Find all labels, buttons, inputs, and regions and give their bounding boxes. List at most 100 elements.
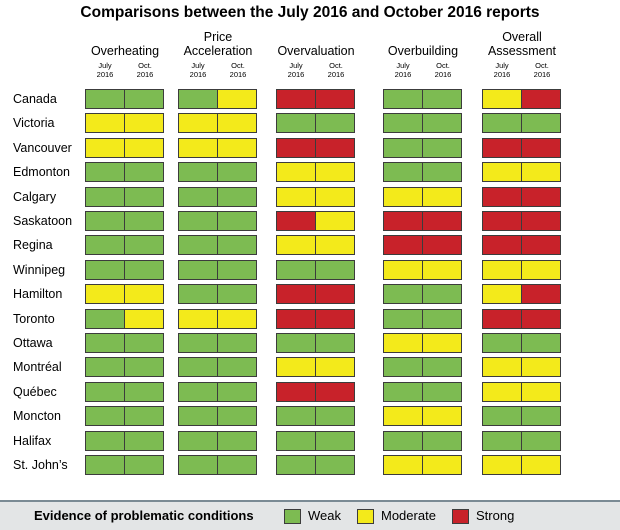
- heatmap-cell: [383, 430, 423, 451]
- heatmap-cell: [178, 333, 218, 353]
- heatmap-cell: [276, 259, 316, 280]
- heatmap-cell: [276, 357, 316, 378]
- group-header: Overbuilding: [387, 44, 459, 58]
- heatmap-cell: [276, 113, 316, 134]
- heatmap-cell: [217, 137, 257, 158]
- heatmap-cell: [482, 113, 522, 134]
- heatmap-cell: [217, 235, 257, 256]
- heatmap-cell: [124, 259, 164, 280]
- group-header: Overvaluation: [277, 44, 355, 58]
- heatmap-cell: [422, 211, 462, 231]
- heatmap-cell: [521, 162, 561, 183]
- heatmap-cell: [383, 284, 423, 305]
- heatmap-cell: [85, 357, 125, 378]
- heatmap-cell: [276, 284, 316, 305]
- legend-label-strong: Strong: [476, 508, 515, 523]
- heatmap-cell: [422, 113, 462, 134]
- group-header: Price Acceleration: [183, 30, 253, 58]
- row-label: Victoria: [13, 116, 55, 131]
- heatmap-cell: [124, 308, 164, 329]
- heatmap-cell: [85, 211, 125, 231]
- heatmap-cell: [178, 137, 218, 158]
- heatmap-cell: [521, 406, 561, 427]
- heatmap-cell: [85, 89, 125, 109]
- legend-swatch-moderate: [357, 509, 374, 524]
- heatmap-cell: [85, 162, 125, 183]
- heatmap-cell: [85, 235, 125, 256]
- heatmap-cell: [178, 406, 218, 427]
- heatmap-cell: [422, 89, 462, 109]
- heatmap-cell: [422, 357, 462, 378]
- heatmap-cell: [315, 186, 355, 207]
- heatmap-cell: [124, 235, 164, 256]
- row-label: Edmonton: [13, 165, 70, 180]
- heatmap-cell: [276, 381, 316, 402]
- legend-swatch-strong: [452, 509, 469, 524]
- heatmap-cell: [521, 455, 561, 475]
- heatmap-cell: [422, 381, 462, 402]
- heatmap-cell: [521, 357, 561, 378]
- heatmap-cell: [124, 113, 164, 134]
- heatmap-cell: [124, 381, 164, 402]
- heatmap-cell: [521, 113, 561, 134]
- period-header: Oct. 2016: [434, 61, 452, 79]
- heatmap-cell: [383, 333, 423, 353]
- heatmap-cell: [217, 211, 257, 231]
- row-label: Moncton: [13, 409, 61, 424]
- heatmap-cell: [178, 381, 218, 402]
- heatmap-cell: [276, 406, 316, 427]
- legend-swatch-weak: [284, 509, 301, 524]
- heatmap-cell: [521, 284, 561, 305]
- heatmap-cell: [178, 308, 218, 329]
- heatmap-cell: [383, 89, 423, 109]
- heatmap-cell: [124, 357, 164, 378]
- row-label: Hamilton: [13, 287, 63, 302]
- heatmap-cell: [315, 89, 355, 109]
- heatmap-cell: [383, 381, 423, 402]
- heatmap-cell: [422, 406, 462, 427]
- heatmap-cell: [422, 186, 462, 207]
- heatmap-cell: [124, 284, 164, 305]
- heatmap-cell: [124, 211, 164, 231]
- heatmap-cell: [217, 186, 257, 207]
- heatmap-cell: [422, 162, 462, 183]
- heatmap-cell: [276, 430, 316, 451]
- period-header: July 2016: [96, 61, 114, 79]
- heatmap-cell: [521, 211, 561, 231]
- heatmap-cell: [521, 89, 561, 109]
- heatmap-cell: [315, 406, 355, 427]
- heatmap-cell: [383, 235, 423, 256]
- heatmap-cell: [422, 455, 462, 475]
- heatmap-cell: [482, 333, 522, 353]
- heatmap-cell: [482, 430, 522, 451]
- heatmap-cell: [315, 381, 355, 402]
- heatmap-cell: [521, 137, 561, 158]
- heatmap-cell: [315, 357, 355, 378]
- heatmap-cell: [178, 211, 218, 231]
- period-header: Oct. 2016: [136, 61, 154, 79]
- heatmap-cell: [422, 259, 462, 280]
- heatmap-cell: [315, 455, 355, 475]
- heatmap-cell: [85, 406, 125, 427]
- row-label: Winnipeg: [13, 262, 66, 277]
- heatmap-cell: [178, 162, 218, 183]
- heatmap-cell: [422, 137, 462, 158]
- heatmap-cell: [521, 381, 561, 402]
- heatmap-cell: [124, 137, 164, 158]
- heatmap-cell: [276, 308, 316, 329]
- heatmap-cell: [217, 357, 257, 378]
- heatmap-cell: [521, 308, 561, 329]
- row-label: Halifax: [13, 433, 52, 448]
- legend: Evidence of problematic conditions Weak …: [0, 500, 620, 530]
- heatmap-cell: [276, 235, 316, 256]
- heatmap-cell: [178, 430, 218, 451]
- heatmap-cell: [178, 113, 218, 134]
- heatmap-cell: [276, 211, 316, 231]
- heatmap-cell: [482, 455, 522, 475]
- heatmap-cell: [178, 455, 218, 475]
- heatmap-cell: [85, 333, 125, 353]
- heatmap-cell: [124, 89, 164, 109]
- period-header: Oct. 2016: [229, 61, 247, 79]
- heatmap-cell: [85, 455, 125, 475]
- row-label: Saskatoon: [13, 214, 73, 228]
